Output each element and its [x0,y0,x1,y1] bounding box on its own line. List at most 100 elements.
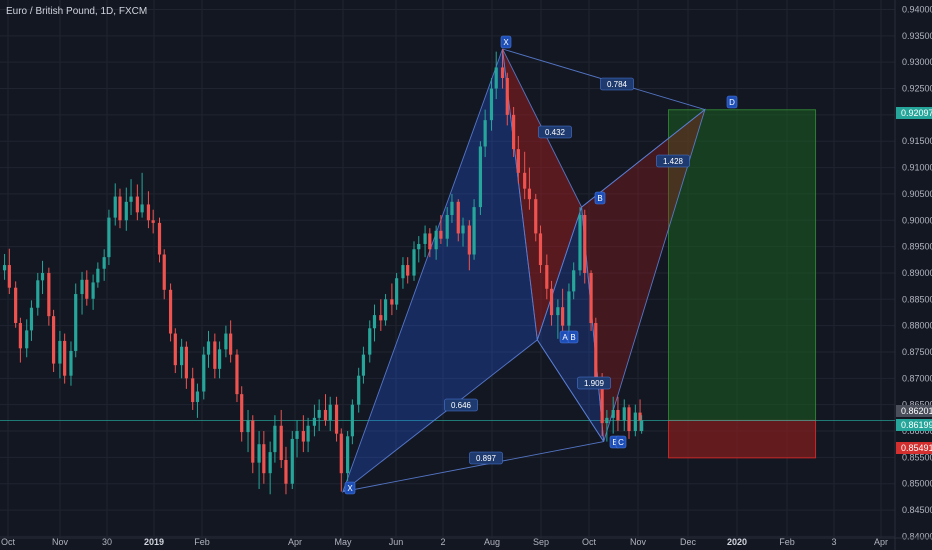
candle-body [633,412,637,432]
candle-body [328,404,332,421]
candle-body [401,265,405,279]
candle-body [85,279,89,299]
candle-body [483,120,487,147]
candle-body [213,341,217,369]
ratio-label: 1.909 [584,379,605,388]
x-tick-label: Feb [779,537,795,547]
candle-body [472,207,476,255]
point-label: D [729,98,735,107]
candle-body [346,436,350,474]
candle-body [467,225,471,255]
candle-body [290,438,294,484]
candle-body [605,417,609,424]
x-tick-label: Feb [194,537,210,547]
candle-body [246,420,250,433]
price-badge [896,419,932,431]
candle-body [151,220,155,223]
price-badge [896,442,932,454]
candle-body [434,230,438,250]
candle-body [262,444,266,474]
candle-body [36,280,40,308]
candle-body [102,257,106,269]
candle-body [295,431,299,439]
y-tick-label: 0.87500 [902,347,932,357]
x-tick-label: Apr [288,537,302,547]
y-tick-label: 0.84500 [902,505,932,515]
x-tick-label: Oct [1,537,16,547]
x-tick-label: 30 [102,537,112,547]
y-tick-label: 0.88000 [902,321,932,331]
candle-body [456,201,460,234]
candle-body [478,146,483,208]
price-badge-label: 0.86201 [901,406,932,416]
candle-body [561,307,565,326]
candle-body [146,204,151,221]
y-tick-label: 0.90000 [902,215,932,225]
candle-body [611,409,615,418]
candle-body [168,289,173,334]
candle-body [417,243,421,250]
candle-body [461,225,465,234]
candle-body [368,328,372,355]
point-label: X [503,38,509,47]
ratio-badge [656,154,690,168]
x-tick-label: Oct [582,537,597,547]
x-tick-label: Apr [874,537,888,547]
candle-body [40,272,45,281]
ratio-badge [600,77,634,91]
candle-body [217,349,222,369]
price-badge-label: 0.86199 [901,420,932,430]
candle-body [129,196,133,202]
ratio-label: 0.784 [607,80,628,89]
x-tick-label: 2020 [727,537,747,547]
candle-body [284,460,288,484]
candle-body [578,214,582,271]
candle-body [395,278,399,305]
candle-body [572,270,576,292]
y-tick-label: 0.84000 [902,531,932,541]
candle-body [489,88,494,121]
candle-body [51,316,56,364]
candle-body [195,391,200,403]
candle-body [412,249,416,276]
x-tick-label: Dec [680,537,697,547]
candle-body [406,265,410,276]
candle-body [91,282,95,299]
candle-body [494,67,498,89]
y-tick-label: 0.87000 [902,373,932,383]
ratio-badge [538,125,572,139]
y-tick-label: 0.89500 [902,242,932,252]
candle-body [69,350,73,376]
candle-body [279,425,283,461]
candle-body [527,188,532,200]
candle-body [627,407,631,432]
candle-body [113,196,117,218]
x-tick-label: Sep [533,537,549,547]
y-tick-label: 0.86000 [902,426,932,436]
y-tick-label: 0.85000 [902,479,932,489]
candle-body [2,265,7,271]
candle-body [7,265,11,288]
candle-body [14,287,18,324]
pattern-line-ac [536,339,605,442]
pattern-triangle-xab [341,48,538,493]
x-tick-label: 3 [831,537,836,547]
x-tick-label: May [334,537,352,547]
pattern-line-bd [581,109,706,208]
candle-body [240,394,244,433]
candle-body [180,346,184,366]
point-badge [615,435,627,449]
candle-body [184,346,188,379]
point-badge [567,330,579,344]
candle-body [357,375,361,405]
candle-body [162,254,166,290]
candle-body [534,199,538,234]
point-badge [594,191,606,205]
point-label: B [597,194,602,203]
candle-body [235,354,239,395]
candle-body [516,149,520,173]
candle-body [600,378,604,424]
candle-body [124,201,128,221]
candle-body [312,417,317,426]
